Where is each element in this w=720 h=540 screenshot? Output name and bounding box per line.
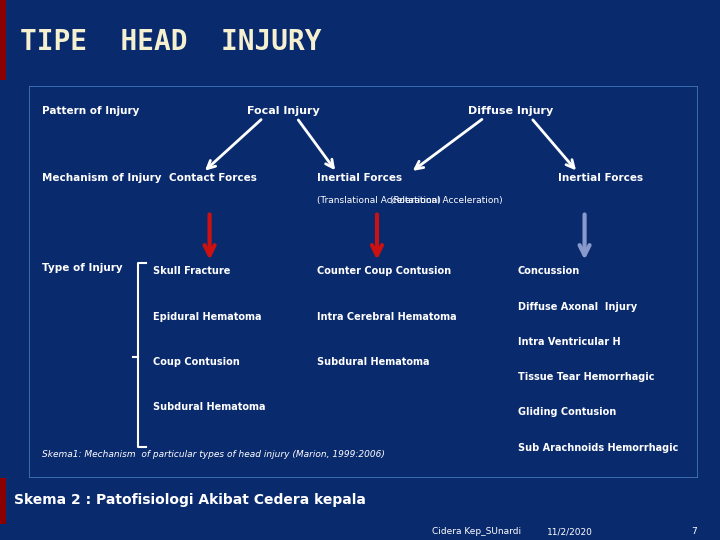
Text: (Rotational Acceleration): (Rotational Acceleration) <box>390 196 503 205</box>
Text: Subdural Hematoma: Subdural Hematoma <box>317 356 429 367</box>
Text: Diffuse Injury: Diffuse Injury <box>468 106 554 116</box>
Text: Type of Injury: Type of Injury <box>42 262 123 273</box>
Text: Intra Cerebral Hematoma: Intra Cerebral Hematoma <box>317 312 456 321</box>
Text: Intra Ventricular H: Intra Ventricular H <box>518 337 620 347</box>
Text: 11/2/2020: 11/2/2020 <box>547 528 593 536</box>
Text: Coup Contusion: Coup Contusion <box>153 356 240 367</box>
Text: Counter Coup Contusion: Counter Coup Contusion <box>317 267 451 276</box>
Text: Mechanism of Injury: Mechanism of Injury <box>42 173 162 183</box>
Bar <box>0 478 6 524</box>
Text: Inertial Forces: Inertial Forces <box>558 173 643 183</box>
Text: Subdural Hematoma: Subdural Hematoma <box>153 402 265 411</box>
Text: Gliding Contusion: Gliding Contusion <box>518 407 616 417</box>
Text: Cidera Kep_SUnardi: Cidera Kep_SUnardi <box>432 528 521 536</box>
Text: TIPE  HEAD  INJURY: TIPE HEAD INJURY <box>20 28 322 56</box>
Text: Skema1: Mechanism  of particular types of head injury (Marion, 1999:2006): Skema1: Mechanism of particular types of… <box>42 450 385 460</box>
Text: (Translational Acceleration): (Translational Acceleration) <box>317 196 441 205</box>
Text: Inertial Forces: Inertial Forces <box>317 173 402 183</box>
Text: Pattern of Injury: Pattern of Injury <box>42 106 140 116</box>
Text: Focal Injury: Focal Injury <box>247 106 320 116</box>
Text: Epidural Hematoma: Epidural Hematoma <box>153 312 261 321</box>
Text: Concussion: Concussion <box>518 267 580 276</box>
Text: Sub Arachnoids Hemorrhagic: Sub Arachnoids Hemorrhagic <box>518 443 678 453</box>
Text: Skema 2 : Patofisiologi Akibat Cedera kepala: Skema 2 : Patofisiologi Akibat Cedera ke… <box>14 493 366 507</box>
Text: 7: 7 <box>691 528 697 536</box>
Text: Skull Fracture: Skull Fracture <box>153 267 230 276</box>
Text: Diffuse Axonal  Injury: Diffuse Axonal Injury <box>518 302 636 312</box>
Bar <box>0 0 6 80</box>
Text: Contact Forces: Contact Forces <box>169 173 257 183</box>
Text: Tissue Tear Hemorrhagic: Tissue Tear Hemorrhagic <box>518 372 654 382</box>
